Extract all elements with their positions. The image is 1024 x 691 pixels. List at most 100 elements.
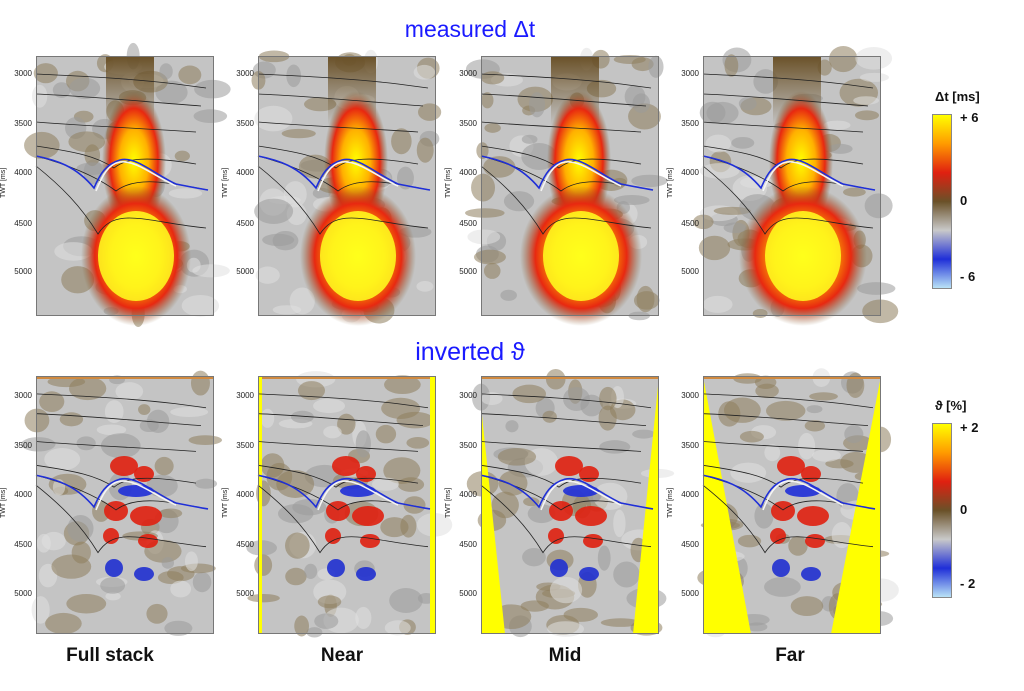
y-tick-label: 3000: [681, 69, 699, 78]
theta-panel-far: [697, 368, 899, 638]
top-edge: [703, 376, 881, 379]
positive-spot: [103, 528, 119, 544]
panel-frame: [258, 56, 436, 316]
y-tick-label: 5000: [14, 267, 32, 276]
mute-wedge-left: [481, 406, 505, 634]
blue-horizon: [257, 155, 431, 191]
colorbar-dt-tick-max: + 6: [960, 110, 979, 125]
horizon-line: [257, 121, 419, 133]
y-axis-label: TWT [ms]: [667, 487, 674, 518]
noise-blob: [812, 449, 841, 462]
horizon-line: [257, 93, 424, 107]
blue-horizon: [35, 155, 209, 191]
colorbar-dt: [932, 114, 952, 289]
noise-blob: [159, 63, 173, 80]
positive-spot: [360, 534, 380, 548]
panel-frame: [36, 56, 214, 316]
positive-spot: [548, 528, 564, 544]
noise-blob: [105, 592, 121, 601]
y-tick-label: 3500: [459, 119, 477, 128]
noise-blob: [416, 281, 434, 292]
horizon-line: [480, 73, 652, 89]
y-tick-label: 3500: [681, 441, 699, 450]
noise-blob: [181, 294, 220, 317]
noise-blob: [190, 370, 210, 396]
noise-blob: [500, 289, 517, 301]
noise-blob: [738, 96, 757, 111]
y-tick-label: 4000: [459, 168, 477, 177]
noise-blob: [255, 266, 280, 284]
horizon-line: [702, 464, 864, 488]
noise-blob: [276, 470, 315, 498]
y-axis-label: TWT [ms]: [445, 487, 452, 518]
horizon-line: [257, 73, 429, 89]
noise-blob: [39, 391, 65, 413]
theta-heatmap-mid: [466, 368, 675, 638]
noise-blob: [723, 222, 747, 234]
y-tick-label: 5000: [459, 589, 477, 598]
noise-blob: [193, 109, 228, 124]
blue-horizon: [480, 155, 654, 191]
noise-blob: [699, 163, 740, 179]
col-label-far: Far: [775, 645, 805, 666]
horizon-line: [702, 393, 874, 409]
noise-blob: [613, 194, 650, 206]
noise-blob: [178, 65, 202, 85]
horizon-line: [35, 165, 207, 235]
noise-blob: [746, 622, 768, 632]
noise-blob: [44, 447, 81, 471]
noise-blob: [76, 162, 108, 175]
noise-blob: [505, 420, 519, 433]
noise-blob: [864, 193, 893, 219]
anomaly-core: [765, 211, 841, 301]
horizon-line: [702, 484, 874, 554]
noise-blob: [146, 603, 168, 624]
y-tick-label: 4500: [459, 219, 477, 228]
noise-blob: [844, 425, 864, 444]
noise-blob: [194, 478, 218, 489]
colorbar-title-dt: Δt [ms]: [935, 89, 980, 104]
noise-blob: [161, 557, 175, 569]
horizon-line: [35, 393, 207, 409]
y-axis-label: TWT [ms]: [222, 487, 229, 518]
noise-blob: [397, 477, 425, 492]
horizon-line: [702, 441, 864, 452]
noise-blob: [809, 392, 838, 401]
noise-blob: [170, 580, 192, 598]
noise-blob: [192, 571, 212, 593]
noise-blob: [100, 433, 141, 459]
dt-panel-far: [693, 45, 899, 326]
noise-blob: [355, 430, 371, 458]
noise-blob: [33, 63, 58, 84]
noise-blob: [254, 105, 293, 132]
horizon-line: [35, 93, 202, 107]
noise-blob: [597, 545, 611, 571]
noise-blob: [483, 262, 501, 279]
positive-spot: [110, 456, 138, 476]
noise-blob: [375, 424, 397, 444]
noise-blob: [825, 459, 854, 469]
noise-blob: [254, 198, 294, 225]
noise-blob: [260, 408, 275, 428]
panel-frame: [481, 376, 659, 634]
positive-spot: [332, 456, 360, 476]
mute-wedge-right: [633, 376, 659, 634]
horizon-line: [35, 413, 202, 427]
horizon-line: [257, 393, 429, 409]
noise-blob: [294, 615, 310, 637]
noise-blob: [632, 429, 656, 439]
mute-wedge-left: [258, 376, 262, 634]
horizon-line: [35, 145, 197, 169]
noise-blob: [764, 577, 801, 597]
y-tick-label: 4500: [681, 540, 699, 549]
y-tick-label: 5000: [681, 267, 699, 276]
noise-blob: [384, 620, 411, 636]
positive-spot: [583, 534, 603, 548]
y-tick-label: 3500: [14, 441, 32, 450]
blue-horizon: [702, 474, 876, 510]
positive-spot: [325, 528, 341, 544]
y-tick-label: 4000: [236, 490, 254, 499]
negative-spot: [134, 567, 154, 581]
horizon-line: [480, 93, 647, 107]
y-tick-label: 5000: [14, 589, 32, 598]
